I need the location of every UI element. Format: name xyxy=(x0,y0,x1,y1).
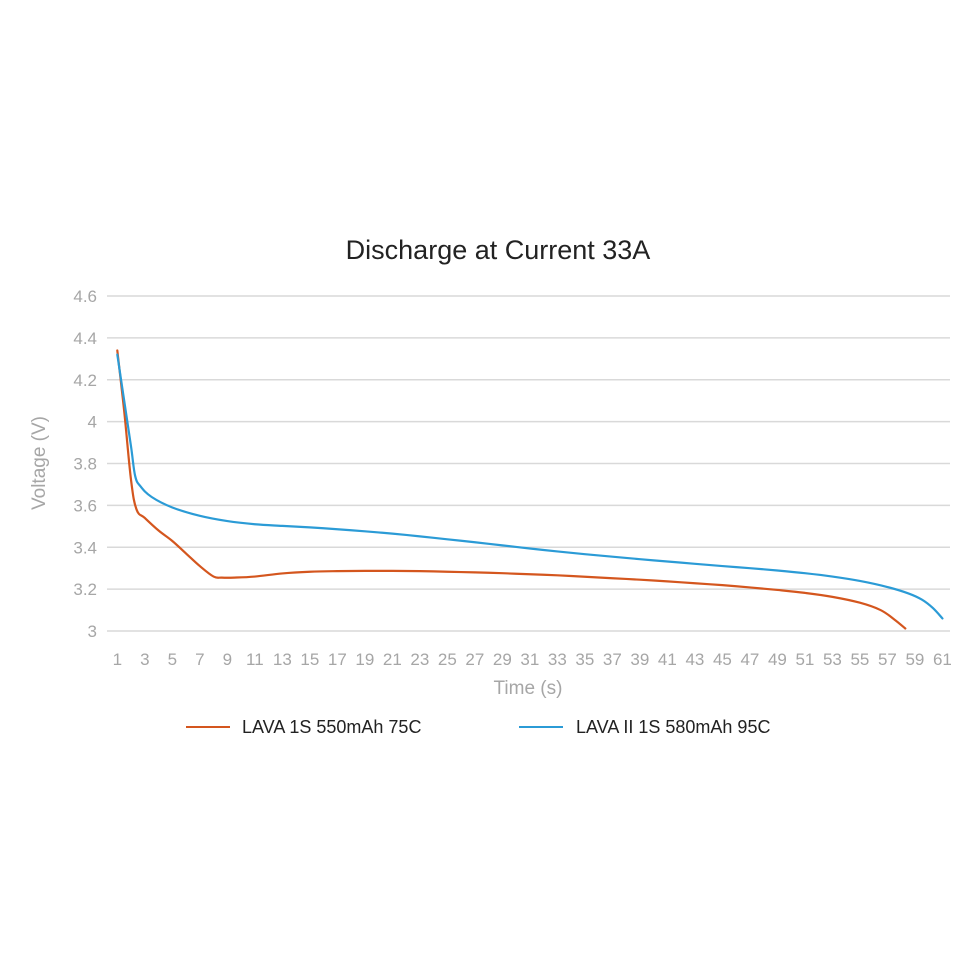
x-tick-label: 7 xyxy=(195,650,204,669)
legend: LAVA 1S 550mAh 75C LAVA II 1S 580mAh 95C xyxy=(186,717,770,737)
x-tick-label: 47 xyxy=(740,650,759,669)
x-tick-label: 9 xyxy=(223,650,232,669)
x-tick-label: 13 xyxy=(273,650,292,669)
x-tick-label: 37 xyxy=(603,650,622,669)
x-tick-label: 5 xyxy=(168,650,177,669)
x-tick-label: 27 xyxy=(465,650,484,669)
x-tick-label: 15 xyxy=(300,650,319,669)
series-line-1 xyxy=(116,353,944,620)
legend-label-lava-1s: LAVA 1S 550mAh 75C xyxy=(242,717,421,737)
y-axis-label: Voltage (V) xyxy=(29,416,50,510)
x-tick-label: 61 xyxy=(933,650,952,669)
x-tick-label: 55 xyxy=(850,650,869,669)
x-tick-label: 39 xyxy=(630,650,649,669)
y-tick-label: 3.8 xyxy=(73,455,97,474)
x-axis-label: Time (s) xyxy=(494,678,563,699)
series-line-0 xyxy=(116,349,907,630)
x-tick-label: 43 xyxy=(685,650,704,669)
x-tick-label: 23 xyxy=(410,650,429,669)
x-tick-label: 51 xyxy=(795,650,814,669)
y-tick-label: 4.4 xyxy=(73,329,97,348)
x-tick-label: 17 xyxy=(328,650,347,669)
x-tick-label: 11 xyxy=(246,650,264,669)
chart-title: Discharge at Current 33A xyxy=(346,235,651,265)
x-tick-label: 35 xyxy=(575,650,594,669)
y-tick-label: 3.2 xyxy=(73,580,97,599)
x-tick-label: 57 xyxy=(878,650,897,669)
x-tick-label: 25 xyxy=(438,650,457,669)
x-tick-label: 21 xyxy=(383,650,402,669)
y-tick-label: 3.4 xyxy=(73,538,97,557)
x-tick-label: 31 xyxy=(520,650,539,669)
x-tick-label: 59 xyxy=(905,650,924,669)
gridlines xyxy=(107,295,950,632)
x-tick-label: 29 xyxy=(493,650,512,669)
y-tick-label: 4.6 xyxy=(73,287,97,306)
y-axis-ticks: 3 3.2 3.4 3.6 3.8 4 4.2 4.4 4.6 xyxy=(73,287,97,641)
x-tick-label: 1 xyxy=(113,650,122,669)
y-tick-label: 4.2 xyxy=(73,371,97,390)
x-tick-label: 33 xyxy=(548,650,567,669)
y-tick-label: 4 xyxy=(88,413,97,432)
series-lines xyxy=(116,349,944,630)
y-tick-label: 3 xyxy=(88,622,97,641)
x-tick-label: 45 xyxy=(713,650,732,669)
x-tick-label: 19 xyxy=(355,650,374,669)
legend-label-lava-ii-1s: LAVA II 1S 580mAh 95C xyxy=(576,717,770,737)
x-tick-label: 53 xyxy=(823,650,842,669)
x-tick-label: 3 xyxy=(140,650,149,669)
y-tick-label: 3.6 xyxy=(73,496,97,515)
x-tick-label: 41 xyxy=(658,650,677,669)
x-axis-ticks: 1 3 5 7 9 11 13 15 17 19 21 23 25 27 29 31 33 35 37 39 41 43 4… xyxy=(113,650,952,669)
x-tick-label: 49 xyxy=(768,650,787,669)
